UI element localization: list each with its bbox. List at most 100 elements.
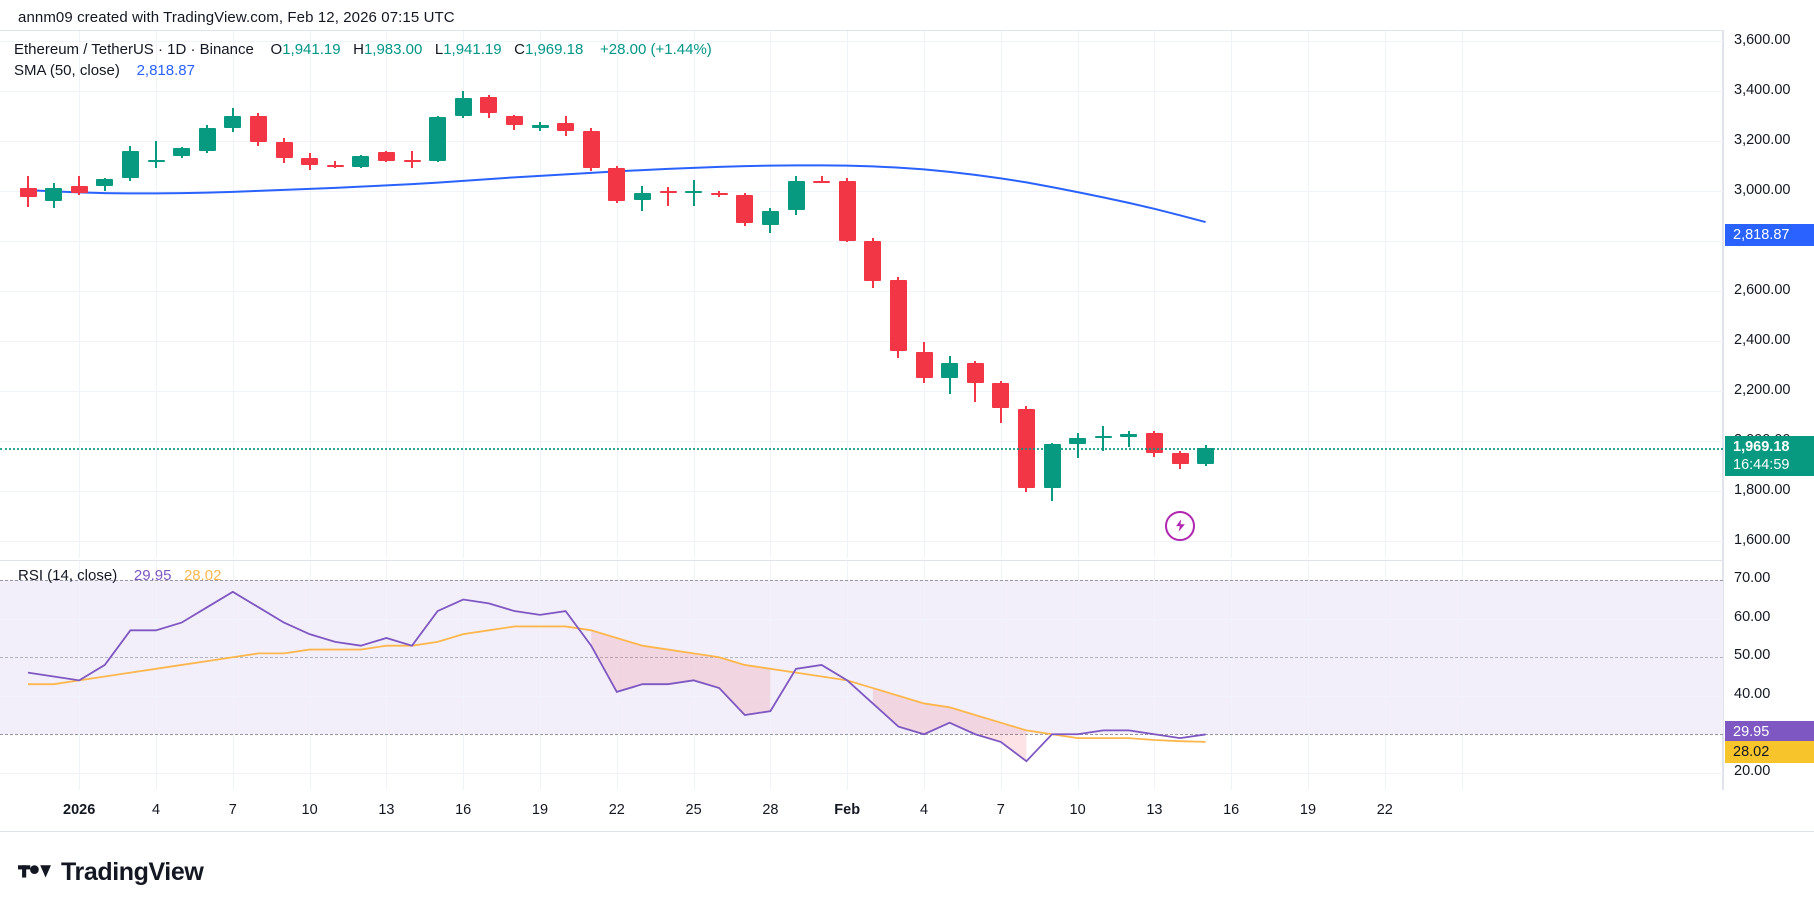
price-tick-label: 2,200.00 [1734,381,1791,398]
low-label: L [434,41,444,58]
last-price-value: 1,969.18 [1733,439,1790,456]
candlestick [70,31,88,558]
time-tick-label: 7 [996,802,1005,818]
candlestick [941,31,959,558]
time-tick-label: 4 [919,802,929,818]
candlestick [813,31,831,558]
attribution-text: annm09 created with TradingView.com, Feb… [18,9,455,26]
high-label: H [353,41,364,58]
rsi-tick-label: 20.00 [1734,762,1771,779]
sma-value: 2,818.87 [136,62,195,79]
candlestick [147,31,165,558]
candlestick [224,31,242,558]
candlestick [1094,31,1112,558]
candlestick [915,31,933,558]
open-value: 1,941.19 [282,41,341,58]
rsi-pane[interactable]: RSI (14, close) 29.95 28.02 [0,560,1723,791]
tradingview-logo-icon [18,858,52,887]
candlestick [19,31,37,558]
time-scale-axis[interactable]: 2026 4 7 10 13 16 19 22 25 28 Feb 4 7 10 13 16 19 22 [0,790,1814,832]
time-tick-label: Feb [834,802,861,818]
close-label: C [514,41,525,58]
rsi-tick-label: 50.00 [1734,647,1771,664]
candlestick [45,31,63,558]
rsi-value-badge: 29.95 [1725,721,1814,744]
candlestick [1069,31,1087,558]
candlestick [198,31,216,558]
candlestick [531,31,549,558]
price-tick-label: 1,800.00 [1734,481,1791,498]
time-tick-label: 16 [455,802,472,818]
time-tick-label: 7 [228,802,237,818]
candlestick [659,31,677,558]
rsi-divergence-fill [591,630,1027,762]
candlestick [505,31,523,558]
sma-price-badge: 2,818.87 [1725,224,1814,247]
candlestick [275,31,293,558]
high-value: 1,983.00 [363,41,423,58]
candlestick [121,31,139,558]
sma-legend-row[interactable]: SMA (50, close) 2,818.87 [14,60,712,81]
candlestick [736,31,754,558]
symbol-label[interactable]: Ethereum / TetherUS · 1D · Binance [14,41,254,58]
rsi-series-overlay [27,590,1206,763]
candlestick [966,31,984,558]
lightning-bolt-icon[interactable] [1165,510,1195,541]
last-price-badge: 1,969.18 16:44:59 [1725,436,1814,477]
open-label: O [270,41,283,58]
candlestick [838,31,856,558]
chart-area[interactable]: Ethereum / TetherUS · 1D · Binance O1,94… [0,30,1723,791]
close-value: 1,969.18 [524,41,584,58]
price-tick-label: 3,000.00 [1734,181,1791,198]
time-tick-label: 10 [301,802,318,818]
sma-label: SMA (50, close) [14,62,120,79]
rsi-ma-value-badge: 28.02 [1725,741,1814,764]
rsi-legend[interactable]: RSI (14, close) 29.95 28.02 [18,567,222,584]
price-tick-label: 2,600.00 [1734,281,1791,298]
candlestick [249,31,267,558]
candlestick [352,31,370,558]
rsi-ma-value: 28.02 [183,567,222,584]
tradingview-wordmark: TradingView [61,858,204,886]
time-tick-label: 28 [762,802,779,818]
price-scale-axis[interactable]: 3,600.00 3,400.00 3,200.00 3,000.00 2,600.00… [1723,30,1814,790]
candlestick [787,31,805,558]
time-tick-label: 16 [1223,802,1240,818]
candlestick [633,31,651,558]
time-tick-label: 13 [1146,802,1163,818]
candlestick [582,31,600,558]
candlestick [454,31,472,558]
time-tick-label: 25 [685,802,702,818]
price-tick-label: 1,600.00 [1734,531,1791,548]
footer-branding: TradingView [18,858,204,887]
candlestick [1171,31,1189,558]
rsi-value: 29.95 [133,567,172,584]
time-tick-label: 22 [608,802,625,818]
price-pane[interactable]: Ethereum / TetherUS · 1D · Binance O1,94… [0,31,1723,558]
candlestick [480,31,498,558]
time-tick-label: 19 [531,802,549,818]
candlestick [864,31,882,558]
rsi-line [27,590,1206,763]
candlestick [403,31,421,558]
candlestick [992,31,1010,558]
time-tick-label: 13 [378,802,395,818]
candlestick [608,31,626,558]
rsi-label: RSI (14, close) [18,567,118,584]
rsi-tick-label: 40.00 [1734,685,1771,702]
time-tick-label: 4 [151,802,161,818]
last-price-line [0,448,1723,451]
candlestick [710,31,728,558]
candlestick [377,31,395,558]
rsi-tick-label: 70.00 [1734,570,1771,587]
candlestick [301,31,319,558]
candlestick [96,31,114,558]
time-tick-label: 10 [1069,802,1086,818]
candlestick [326,31,344,558]
low-value: 1,941.19 [443,41,502,58]
time-tick-label: 2026 [63,802,96,818]
candlestick [1120,31,1138,558]
price-tick-label: 3,600.00 [1734,31,1791,48]
price-tick-label: 3,400.00 [1734,81,1791,98]
